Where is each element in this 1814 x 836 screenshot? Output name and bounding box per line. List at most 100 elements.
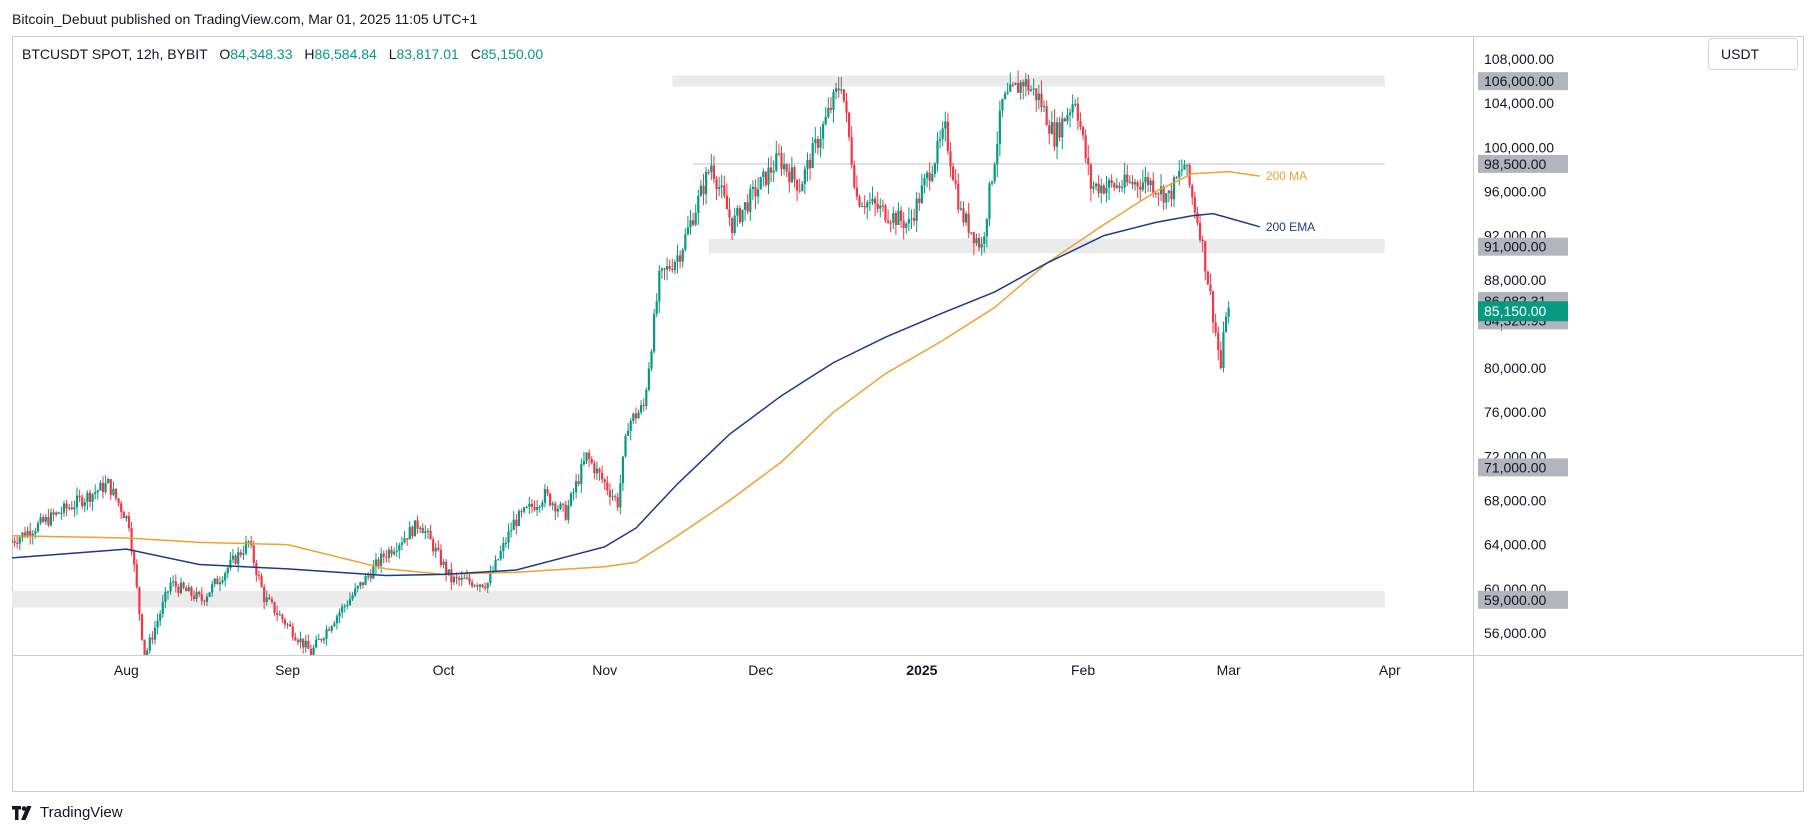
candle bbox=[322, 636, 326, 645]
candle-body bbox=[941, 128, 944, 139]
candle-body bbox=[481, 584, 484, 587]
candle-body bbox=[400, 542, 404, 545]
candle bbox=[325, 625, 328, 646]
candle bbox=[751, 180, 754, 200]
candle bbox=[1016, 70, 1020, 93]
candle-body bbox=[658, 270, 661, 302]
symbol-legend[interactable]: BTCUSDT SPOT, 12h, BYBIT O84,348.33 H86,… bbox=[22, 46, 544, 62]
candle bbox=[915, 191, 918, 233]
candle-body bbox=[419, 527, 422, 529]
candle-body bbox=[650, 351, 653, 369]
candle bbox=[426, 528, 430, 539]
symbol-name[interactable]: BTCUSDT SPOT, 12h, BYBIT bbox=[22, 46, 208, 62]
candle bbox=[304, 634, 307, 653]
candle bbox=[1206, 270, 1209, 286]
candle bbox=[289, 620, 292, 628]
candle bbox=[419, 525, 422, 533]
candle bbox=[104, 475, 107, 495]
candle bbox=[1144, 166, 1147, 194]
y-axis-tick: 76,000.00 bbox=[1484, 404, 1546, 420]
candle-body bbox=[34, 531, 37, 534]
candle-body bbox=[21, 532, 24, 538]
candle-body bbox=[860, 206, 864, 208]
candle-body bbox=[143, 639, 146, 655]
candle bbox=[335, 613, 339, 630]
candle bbox=[192, 589, 196, 602]
candle bbox=[681, 247, 684, 268]
candle bbox=[12, 536, 14, 544]
candle-body bbox=[590, 459, 593, 464]
candle-body bbox=[229, 559, 232, 569]
candle-body bbox=[551, 503, 554, 506]
candle-body bbox=[684, 234, 687, 250]
candle-body bbox=[858, 196, 861, 207]
candle bbox=[676, 244, 679, 274]
price-level-label-text: 98,500.00 bbox=[1484, 156, 1546, 172]
candle-body bbox=[320, 639, 323, 641]
candle-body bbox=[244, 541, 248, 554]
candle-body bbox=[439, 549, 443, 566]
candle bbox=[658, 265, 661, 313]
candle bbox=[598, 467, 601, 481]
candle bbox=[1097, 175, 1100, 198]
candle bbox=[439, 544, 443, 568]
candle-body bbox=[1133, 182, 1137, 185]
candle bbox=[601, 465, 604, 484]
candle-body bbox=[442, 561, 445, 566]
candle-body bbox=[390, 549, 393, 555]
candle-body bbox=[179, 582, 183, 594]
candle-body bbox=[138, 587, 141, 615]
candle bbox=[68, 503, 71, 511]
candle-body bbox=[29, 530, 32, 537]
candle bbox=[1159, 173, 1163, 202]
candle bbox=[894, 210, 897, 235]
candle-body bbox=[1068, 112, 1072, 115]
candle-body bbox=[1081, 127, 1085, 136]
candle bbox=[816, 135, 819, 155]
candle bbox=[640, 400, 643, 415]
candle-body bbox=[239, 552, 242, 556]
candle-body bbox=[811, 143, 814, 169]
candle bbox=[351, 592, 354, 601]
candle bbox=[411, 525, 414, 539]
candle-body bbox=[1061, 118, 1064, 138]
indicator-label: 200 EMA bbox=[1266, 220, 1315, 234]
candle bbox=[996, 131, 999, 178]
candle bbox=[785, 163, 788, 177]
candle bbox=[29, 522, 32, 545]
candle bbox=[1211, 290, 1215, 334]
candle bbox=[252, 540, 255, 568]
candle-body bbox=[1154, 193, 1157, 195]
candle bbox=[450, 562, 453, 591]
candle-body bbox=[434, 547, 437, 552]
candle-body bbox=[712, 165, 716, 179]
candle bbox=[660, 267, 664, 279]
currency-selector[interactable]: USDT bbox=[1708, 38, 1798, 70]
candle-body bbox=[845, 100, 848, 113]
candle-body bbox=[912, 218, 916, 221]
candle bbox=[575, 473, 578, 499]
x-axis-tick: Sep bbox=[275, 662, 300, 678]
candle-body bbox=[1214, 322, 1217, 333]
candle-body bbox=[577, 481, 580, 484]
candle bbox=[569, 491, 573, 508]
candle bbox=[931, 165, 934, 183]
candle bbox=[265, 590, 268, 606]
candle-body bbox=[198, 591, 201, 595]
candle bbox=[1133, 178, 1137, 191]
candle bbox=[400, 536, 404, 551]
candle-body bbox=[938, 138, 942, 141]
price-level-label-text: 106,000.00 bbox=[1484, 73, 1554, 89]
candle bbox=[393, 547, 396, 557]
candle bbox=[1219, 341, 1222, 370]
candle-body bbox=[1128, 181, 1131, 183]
candle bbox=[1222, 321, 1225, 373]
candle bbox=[1105, 176, 1108, 203]
candle-body bbox=[315, 639, 318, 648]
candle-body bbox=[1024, 79, 1027, 87]
candle-body bbox=[166, 591, 170, 593]
candle-body bbox=[395, 550, 398, 552]
candle-body bbox=[273, 602, 276, 614]
candle-body bbox=[374, 559, 378, 567]
